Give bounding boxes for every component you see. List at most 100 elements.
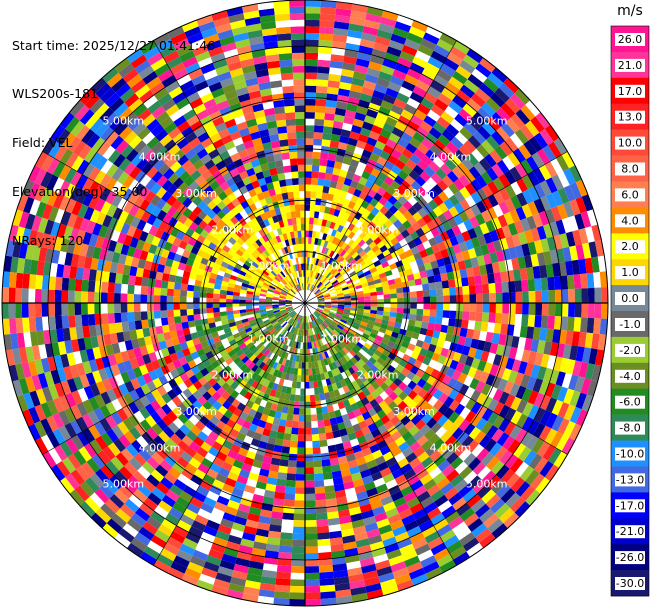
velocity-gate bbox=[580, 211, 592, 228]
velocity-gate bbox=[298, 428, 305, 435]
velocity-gate bbox=[406, 561, 423, 574]
velocity-gate bbox=[327, 315, 335, 320]
velocity-gate bbox=[338, 509, 351, 518]
velocity-gate bbox=[201, 457, 213, 469]
velocity-gate bbox=[193, 380, 203, 391]
velocity-gate bbox=[264, 550, 279, 559]
velocity-gate bbox=[335, 313, 343, 318]
velocity-gate bbox=[423, 115, 437, 128]
velocity-gate bbox=[126, 369, 137, 381]
velocity-gate bbox=[356, 435, 367, 445]
velocity-gate bbox=[54, 303, 62, 317]
velocity-gate bbox=[235, 320, 243, 326]
velocity-gate bbox=[403, 308, 411, 314]
velocity-gate bbox=[283, 399, 290, 408]
velocity-gate bbox=[316, 512, 328, 521]
velocity-gate bbox=[557, 402, 570, 419]
velocity-gate bbox=[378, 272, 387, 279]
velocity-gate bbox=[136, 375, 147, 387]
velocity-gate bbox=[317, 282, 323, 289]
velocity-gate bbox=[351, 472, 362, 482]
velocity-gate bbox=[225, 541, 241, 552]
velocity-gate bbox=[318, 366, 324, 374]
velocity-gate bbox=[467, 518, 484, 533]
velocity-gate bbox=[578, 258, 587, 275]
velocity-gate bbox=[308, 277, 311, 284]
velocity-gate bbox=[469, 378, 480, 390]
velocity-gate bbox=[296, 321, 300, 329]
velocity-gate bbox=[351, 261, 359, 269]
velocity-gate bbox=[175, 365, 186, 376]
velocity-gate bbox=[22, 273, 30, 289]
velocity-gate bbox=[291, 312, 297, 318]
velocity-gate bbox=[308, 230, 313, 238]
velocity-gate bbox=[455, 252, 465, 263]
velocity-gate bbox=[429, 449, 442, 462]
velocity-gate bbox=[276, 565, 292, 573]
velocity-gate bbox=[279, 419, 287, 427]
velocity-gate bbox=[551, 384, 562, 400]
velocity-gate bbox=[376, 290, 384, 296]
velocity-gate bbox=[521, 174, 534, 190]
velocity-gate bbox=[385, 116, 398, 127]
velocity-gate bbox=[491, 460, 505, 475]
velocity-gate bbox=[551, 190, 564, 207]
velocity-gate bbox=[487, 411, 499, 425]
velocity-gate bbox=[345, 171, 355, 180]
velocity-gate bbox=[139, 364, 149, 376]
velocity-gate bbox=[563, 168, 576, 186]
velocity-gate bbox=[258, 361, 266, 370]
velocity-gate bbox=[64, 422, 77, 438]
velocity-gate bbox=[318, 386, 325, 395]
velocity-gate bbox=[285, 386, 292, 395]
velocity-gate bbox=[9, 272, 17, 288]
velocity-gate bbox=[322, 311, 330, 315]
velocity-gate bbox=[363, 292, 371, 297]
velocity-gate bbox=[340, 356, 348, 364]
velocity-gate bbox=[432, 471, 446, 485]
velocity-gate bbox=[367, 280, 375, 286]
velocity-gate bbox=[436, 303, 444, 311]
velocity-gate bbox=[15, 287, 23, 303]
velocity-gate bbox=[385, 87, 399, 99]
velocity-gate bbox=[505, 117, 520, 133]
velocity-gate bbox=[572, 229, 582, 246]
velocity-gate bbox=[464, 258, 473, 269]
velocity-gate bbox=[470, 179, 482, 192]
velocity-gate bbox=[323, 320, 330, 327]
velocity-gate bbox=[462, 303, 470, 312]
velocity-gate bbox=[476, 448, 490, 462]
velocity-gate bbox=[298, 335, 302, 343]
velocity-gate bbox=[100, 503, 116, 519]
velocity-gate bbox=[170, 368, 180, 379]
velocity-gate bbox=[226, 294, 233, 300]
velocity-gate bbox=[311, 285, 316, 292]
velocity-gate bbox=[366, 368, 375, 377]
velocity-gate bbox=[318, 325, 323, 332]
velocity-gate bbox=[372, 505, 386, 516]
velocity-gate bbox=[241, 490, 254, 501]
velocity-gate bbox=[119, 503, 135, 518]
velocity-gate bbox=[485, 97, 501, 112]
velocity-gate bbox=[316, 72, 330, 81]
velocity-gate bbox=[536, 225, 547, 240]
velocity-gate bbox=[591, 333, 600, 350]
velocity-gate bbox=[374, 559, 391, 571]
velocity-gate bbox=[187, 561, 204, 574]
velocity-gate bbox=[21, 288, 29, 303]
velocity-gate bbox=[282, 439, 291, 448]
velocity-gate bbox=[453, 270, 462, 280]
velocity-gate bbox=[271, 320, 279, 327]
velocity-gate bbox=[396, 92, 410, 104]
velocity-gate bbox=[329, 267, 336, 274]
velocity-gate bbox=[305, 513, 317, 521]
velocity-gate bbox=[344, 487, 357, 497]
velocity-gate bbox=[405, 436, 417, 447]
velocity-gate bbox=[441, 220, 452, 232]
velocity-gate bbox=[533, 198, 545, 214]
velocity-gate bbox=[461, 230, 471, 242]
velocity-gate bbox=[321, 288, 328, 294]
velocity-gate bbox=[342, 440, 352, 450]
velocity-gate bbox=[333, 389, 341, 397]
velocity-gate bbox=[376, 77, 390, 88]
